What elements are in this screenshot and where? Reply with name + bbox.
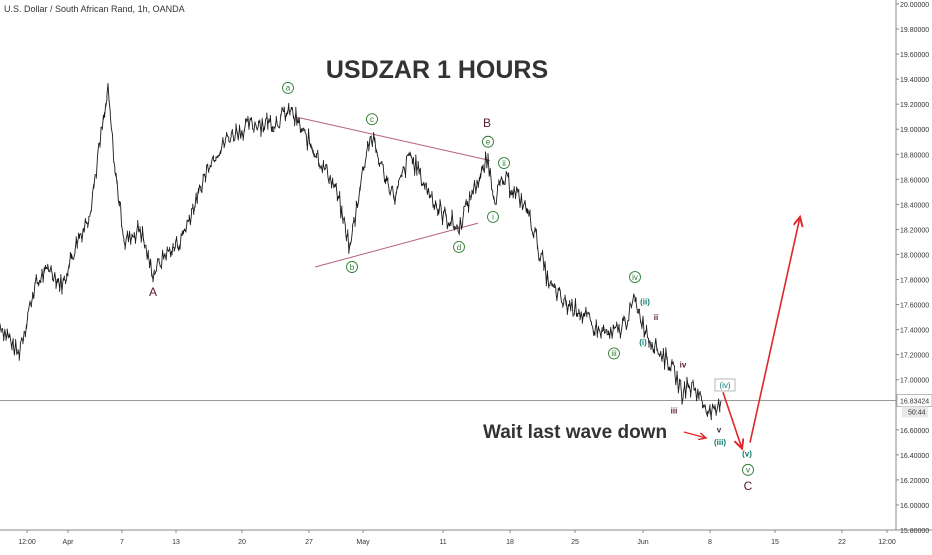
y-tick-label: 17.20000 (900, 353, 929, 360)
x-tick-label: 20 (238, 539, 246, 546)
x-tick-label: 12:00 (878, 539, 896, 546)
x-tick-label: 13 (172, 539, 180, 546)
y-tick-label: 19.80000 (900, 27, 929, 34)
y-tick-label: 16.60000 (900, 428, 929, 435)
x-tick-label: 7 (120, 539, 124, 546)
wave-label-v: v (746, 466, 750, 475)
y-tick-label: 18.20000 (900, 227, 929, 234)
wave-label-a: a (286, 84, 291, 93)
wave-label-(iii): (iii) (714, 438, 726, 447)
wave-label-e: e (486, 138, 491, 147)
price-axis[interactable] (896, 0, 932, 550)
y-tick-label: 17.00000 (900, 378, 929, 385)
x-tick-label: 25 (571, 539, 579, 546)
wave-label-c: c (370, 115, 374, 124)
wave-label-iii: iii (611, 349, 617, 358)
wave-label-circle (629, 271, 641, 283)
x-tick-label: 8 (708, 539, 712, 546)
wave-label-C: C (744, 479, 753, 493)
projection-up-arrow (749, 217, 800, 443)
current-price-label: 16.83424 (900, 398, 929, 405)
wave-label-box (714, 378, 736, 392)
wave-label-iv: iv (680, 360, 687, 369)
y-tick-label: 17.60000 (900, 303, 929, 310)
trendline-upper[interactable] (294, 116, 491, 162)
y-tick-label: 16.20000 (900, 478, 929, 485)
y-tick-label: 19.40000 (900, 77, 929, 84)
wave-label-circle (742, 463, 754, 476)
wave-label-i: i (492, 213, 494, 222)
x-tick-label: May (356, 539, 370, 546)
y-tick-label: 18.80000 (900, 152, 929, 159)
y-tick-label: 17.80000 (900, 278, 929, 285)
annotation-arrow (683, 431, 706, 438)
projection-down-arrow (722, 391, 742, 448)
x-tick-label: 18 (506, 539, 514, 546)
wave-label-circle (608, 347, 620, 360)
y-tick-label: 19.00000 (900, 127, 929, 134)
x-tick-label: Jun (637, 539, 648, 546)
chart-title: USDZAR 1 HOURS (326, 56, 548, 84)
wave-label-A: A (149, 285, 157, 299)
wave-label-b: b (350, 263, 355, 272)
wave-label-ii: ii (654, 313, 658, 322)
wave-label-circle (453, 241, 465, 253)
wave-label-ii: ii (502, 159, 506, 168)
wave-label-(iv): (iv) (719, 381, 730, 390)
x-tick-label: 11 (439, 539, 446, 546)
wave-label-i: i (648, 340, 650, 349)
annotation-text: Wait last wave down (483, 422, 667, 443)
wave-label-circle (482, 135, 494, 148)
wave-label-d: d (457, 243, 461, 252)
y-tick-label: 16.40000 (900, 453, 929, 460)
wave-label-circle (282, 81, 294, 94)
y-tick-label: 18.60000 (900, 177, 929, 184)
y-tick-label: 20.00000 (900, 2, 929, 9)
wave-label-(ii): (ii) (640, 298, 650, 307)
wave-label-circle (498, 157, 510, 170)
wave-label-iv: iv (632, 273, 638, 282)
x-tick-label: 22 (838, 539, 846, 546)
wave-label-circle (487, 210, 499, 223)
wave-label-circle (366, 113, 378, 126)
x-tick-label: 12:00 (18, 539, 36, 546)
wave-label-(v): (v) (742, 449, 752, 458)
y-tick-label: 17.40000 (900, 328, 929, 335)
y-tick-label: 15.80000 (900, 528, 929, 535)
x-tick-label: Apr (63, 539, 75, 546)
countdown-tag (902, 406, 928, 418)
x-tick-label: 27 (305, 539, 313, 546)
wave-label-v: v (717, 425, 722, 434)
countdown-label: 50:44 (908, 409, 926, 416)
x-tick-label: 15 (771, 539, 779, 546)
y-tick-label: 18.40000 (900, 202, 929, 209)
y-tick-label: 19.60000 (900, 52, 929, 59)
y-tick-label: 19.20000 (900, 102, 929, 109)
price-series[interactable] (0, 82, 722, 421)
y-tick-label: 18.00000 (900, 252, 929, 259)
wave-label-(i): (i) (639, 338, 647, 347)
wave-label-iii: iii (671, 407, 678, 416)
wave-label-circle (346, 261, 358, 273)
symbol-header: U.S. Dollar / South African Rand, 1h, OA… (4, 4, 185, 14)
wave-label-B: B (483, 116, 491, 130)
y-tick-label: 16.00000 (900, 503, 929, 510)
trendline-lower[interactable] (314, 222, 479, 268)
